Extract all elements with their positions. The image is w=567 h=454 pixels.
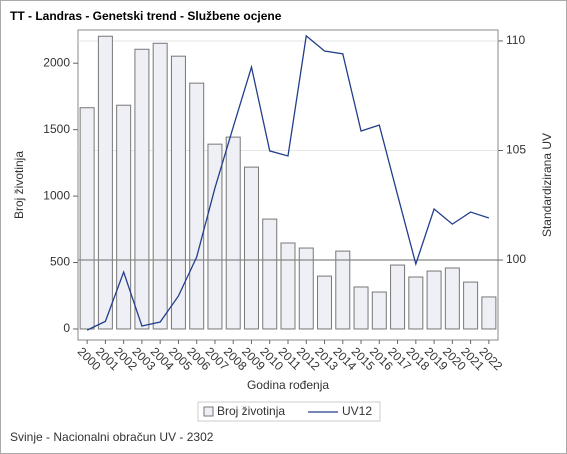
chart-title: TT - Landras - Genetski trend - Službene…: [10, 9, 282, 23]
y2-tick-label: 105: [506, 143, 526, 157]
bar: [353, 286, 369, 330]
legend-swatch: [203, 406, 214, 417]
bar: [390, 264, 406, 330]
bar: [134, 48, 150, 330]
footnote: Svinje - Nacionalni obračun UV - 2302: [10, 430, 214, 444]
y-tick-label: 2000: [43, 55, 70, 69]
y-tick-label: 1500: [43, 122, 70, 136]
line: [86, 34, 490, 331]
y-axis-label: Broj životinja: [12, 151, 26, 219]
bar: [280, 242, 296, 330]
bar: [189, 82, 205, 330]
bar: [262, 218, 278, 330]
legend-box: [197, 401, 381, 422]
bar: [298, 247, 314, 330]
y2-axis-label: Standardizirana UV: [540, 133, 554, 237]
bar: [444, 267, 460, 330]
bar: [317, 275, 333, 330]
y-tick-label: 0: [63, 321, 70, 335]
y-tick-label: 1000: [43, 188, 70, 202]
bar: [335, 250, 351, 330]
bar: [371, 291, 387, 330]
y2-tick-label: 110: [506, 33, 525, 47]
x-axis-label: Godina rođenja: [247, 378, 329, 392]
bar: [207, 143, 223, 330]
bar: [170, 55, 186, 330]
bar: [426, 270, 442, 330]
bar: [481, 296, 497, 330]
y-tick-label: 500: [50, 255, 70, 269]
bar: [243, 166, 259, 330]
bar: [152, 42, 168, 330]
bar: [79, 107, 95, 330]
y2-tick-label: 100: [506, 252, 526, 266]
bar: [225, 136, 241, 330]
bar: [408, 276, 424, 330]
bar: [463, 281, 479, 330]
bar: [97, 35, 113, 330]
legend-label: UV12: [342, 404, 372, 418]
legend-label: Broj životinja: [217, 404, 285, 418]
bar: [116, 104, 132, 330]
